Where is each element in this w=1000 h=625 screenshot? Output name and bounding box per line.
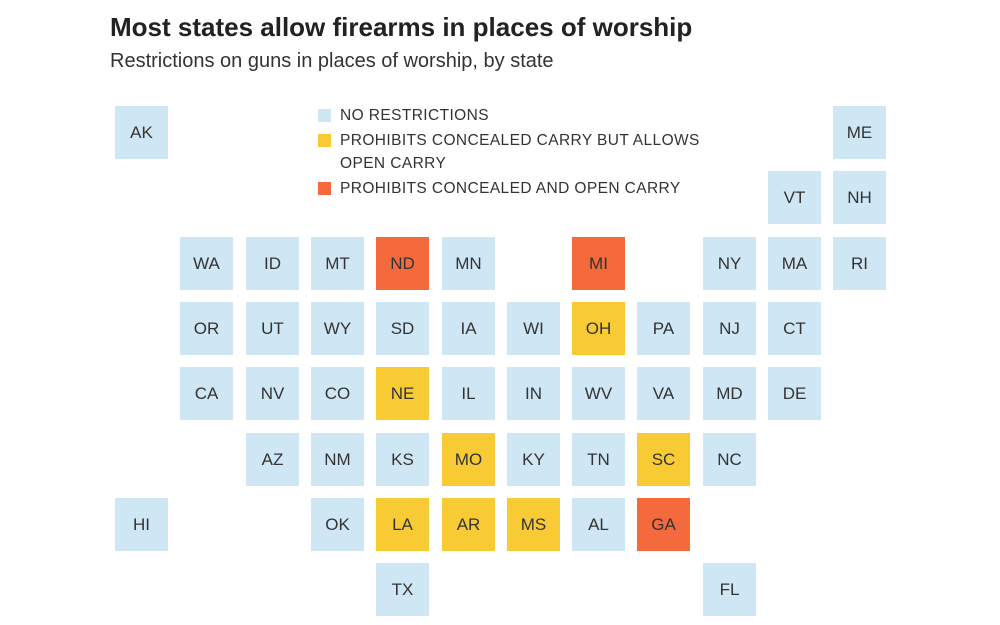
- state-tile-nd: ND: [376, 237, 429, 290]
- state-tile-ky: KY: [507, 433, 560, 486]
- state-tile-wi: WI: [507, 302, 560, 355]
- state-tile-tn: TN: [572, 433, 625, 486]
- state-tile-nm: NM: [311, 433, 364, 486]
- state-tile-il: IL: [442, 367, 495, 420]
- state-tile-ok: OK: [311, 498, 364, 551]
- legend-label-none: NO RESTRICTIONS: [340, 107, 489, 124]
- state-tile-ne: NE: [376, 367, 429, 420]
- state-tile-nh: NH: [833, 171, 886, 224]
- legend-label-both: PROHIBITS CONCEALED AND OPEN CARRY: [340, 180, 681, 197]
- state-tile-ut: UT: [246, 302, 299, 355]
- state-tile-nj: NJ: [703, 302, 756, 355]
- state-tile-la: LA: [376, 498, 429, 551]
- state-tile-nc: NC: [703, 433, 756, 486]
- legend-swatch-both: [318, 182, 331, 195]
- state-tile-mt: MT: [311, 237, 364, 290]
- state-tile-md: MD: [703, 367, 756, 420]
- state-tile-va: VA: [637, 367, 690, 420]
- state-tile-ga: GA: [637, 498, 690, 551]
- legend: NO RESTRICTIONS PROHIBITS CONCEALED CARR…: [318, 104, 700, 202]
- chart-subtitle: Restrictions on guns in places of worshi…: [110, 50, 554, 72]
- state-tile-pa: PA: [637, 302, 690, 355]
- legend-item-none: NO RESTRICTIONS: [318, 104, 700, 127]
- legend-swatch-none: [318, 109, 331, 122]
- state-tile-fl: FL: [703, 563, 756, 616]
- state-tile-sc: SC: [637, 433, 690, 486]
- state-tile-ms: MS: [507, 498, 560, 551]
- state-tile-tx: TX: [376, 563, 429, 616]
- state-tile-nv: NV: [246, 367, 299, 420]
- legend-item-both: PROHIBITS CONCEALED AND OPEN CARRY: [318, 177, 700, 200]
- state-tile-mn: MN: [442, 237, 495, 290]
- state-tile-ny: NY: [703, 237, 756, 290]
- legend-item-concealed: PROHIBITS CONCEALED CARRY BUT ALLOWS OPE…: [318, 129, 700, 175]
- state-tile-mi: MI: [572, 237, 625, 290]
- legend-label-concealed: PROHIBITS CONCEALED CARRY BUT ALLOWS OPE…: [340, 132, 700, 172]
- chart-title: Most states allow firearms in places of …: [110, 12, 693, 42]
- state-tile-ma: MA: [768, 237, 821, 290]
- state-tile-oh: OH: [572, 302, 625, 355]
- state-tile-wv: WV: [572, 367, 625, 420]
- state-tile-vt: VT: [768, 171, 821, 224]
- state-tile-de: DE: [768, 367, 821, 420]
- state-tile-az: AZ: [246, 433, 299, 486]
- state-tile-wy: WY: [311, 302, 364, 355]
- state-tile-ar: AR: [442, 498, 495, 551]
- legend-swatch-concealed: [318, 134, 331, 147]
- state-tile-al: AL: [572, 498, 625, 551]
- state-tile-or: OR: [180, 302, 233, 355]
- state-tile-sd: SD: [376, 302, 429, 355]
- state-tile-me: ME: [833, 106, 886, 159]
- state-tile-wa: WA: [180, 237, 233, 290]
- state-tile-ia: IA: [442, 302, 495, 355]
- state-tile-ks: KS: [376, 433, 429, 486]
- state-tile-ca: CA: [180, 367, 233, 420]
- state-tile-ct: CT: [768, 302, 821, 355]
- state-tile-ak: AK: [115, 106, 168, 159]
- state-tile-mo: MO: [442, 433, 495, 486]
- state-tile-in: IN: [507, 367, 560, 420]
- state-tile-ri: RI: [833, 237, 886, 290]
- state-tile-id: ID: [246, 237, 299, 290]
- state-tile-co: CO: [311, 367, 364, 420]
- state-tile-hi: HI: [115, 498, 168, 551]
